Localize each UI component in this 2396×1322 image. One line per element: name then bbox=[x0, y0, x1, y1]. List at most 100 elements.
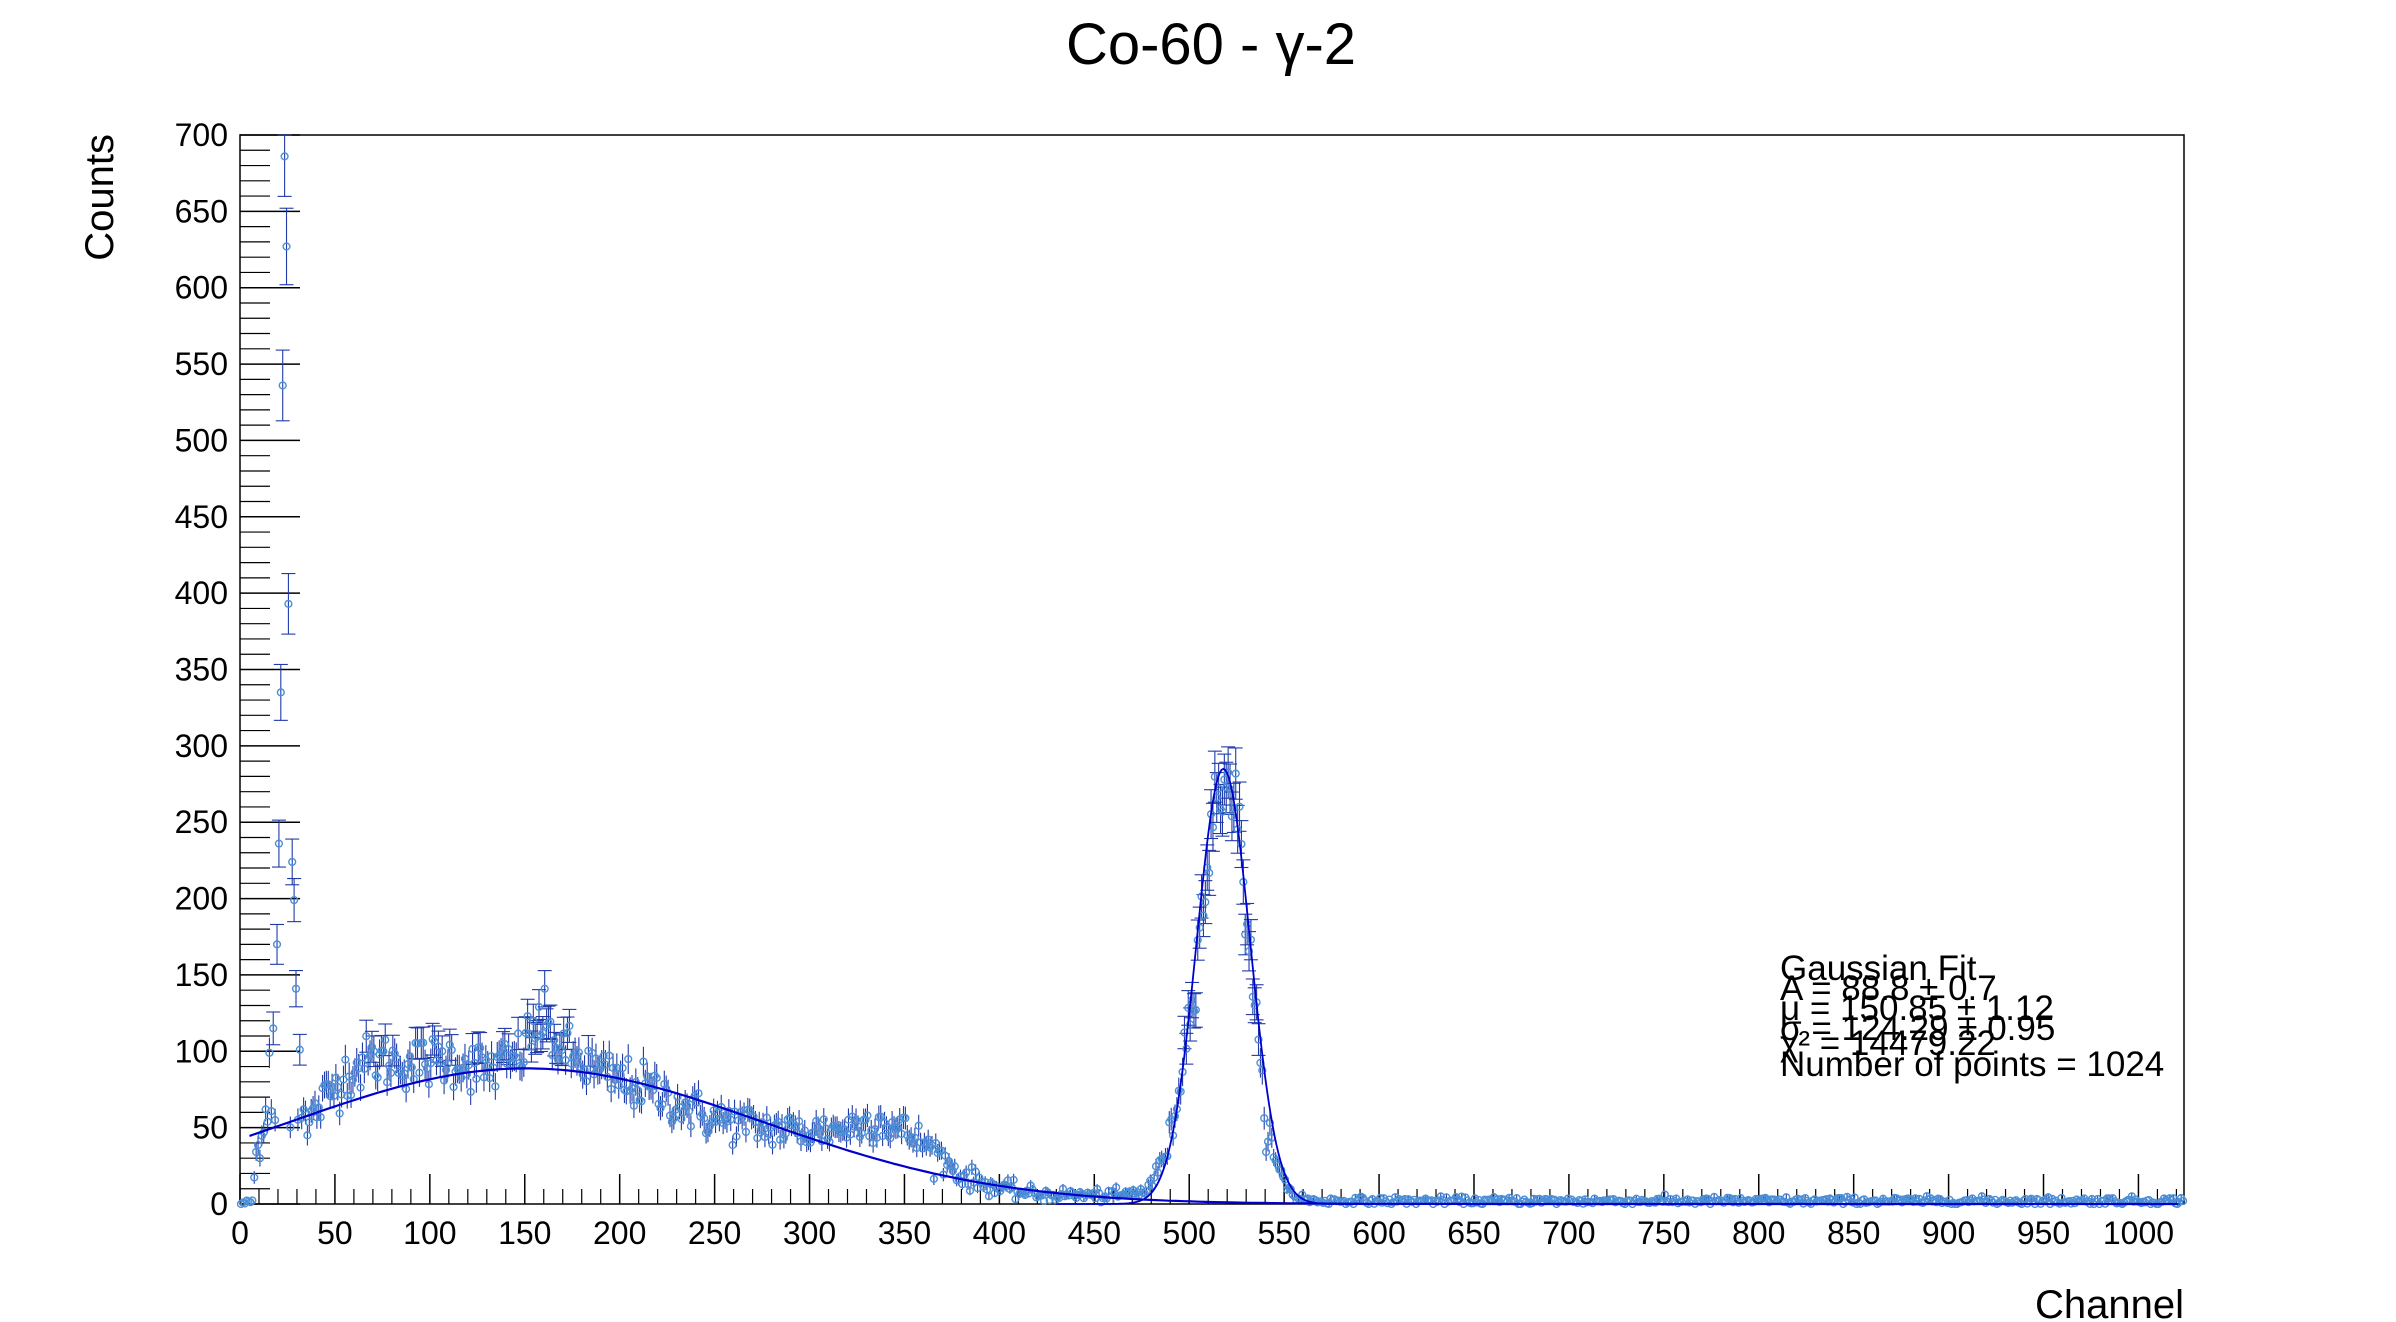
data-point bbox=[639, 1057, 648, 1066]
x-tick-label: 50 bbox=[317, 1215, 353, 1251]
data-point bbox=[570, 1048, 580, 1057]
data-point bbox=[329, 1091, 339, 1100]
x-tick-label: 1000 bbox=[2103, 1215, 2174, 1251]
data-point bbox=[487, 1052, 496, 1061]
data-point bbox=[2049, 1197, 2059, 1207]
data-point bbox=[362, 1032, 371, 1041]
data-point bbox=[1153, 1168, 1162, 1177]
data-point bbox=[1123, 1189, 1132, 1198]
data-point bbox=[1470, 1194, 1480, 1203]
data-point bbox=[800, 1126, 809, 1135]
data-point bbox=[925, 1143, 935, 1152]
data-point bbox=[912, 1143, 921, 1153]
data-point bbox=[265, 1048, 274, 1057]
data-point bbox=[1848, 1198, 1857, 1207]
x-tick-label: 350 bbox=[878, 1215, 931, 1251]
data-point bbox=[882, 1122, 891, 1132]
data-point bbox=[371, 1071, 380, 1080]
data-point bbox=[2165, 1194, 2174, 1203]
data-point bbox=[419, 1038, 428, 1047]
data-point bbox=[1155, 1156, 1164, 1165]
data-point bbox=[796, 1137, 806, 1146]
data-point bbox=[367, 1042, 377, 1051]
data-point bbox=[1149, 1173, 1159, 1182]
y-tick-label: 250 bbox=[175, 804, 228, 840]
y-tick-label: 650 bbox=[175, 193, 228, 229]
data-point bbox=[327, 1082, 337, 1092]
data-point bbox=[870, 1124, 880, 1134]
data-point bbox=[658, 1100, 667, 1109]
data-point bbox=[413, 1039, 422, 1048]
data-point bbox=[861, 1115, 870, 1124]
x-tick-label: 150 bbox=[498, 1215, 551, 1251]
data-point bbox=[1020, 1190, 1030, 1200]
data-point bbox=[253, 1140, 263, 1150]
data-point bbox=[519, 1058, 528, 1067]
data-point bbox=[263, 1117, 272, 1126]
data-point bbox=[341, 1055, 350, 1064]
data-point bbox=[485, 1074, 494, 1083]
data-point bbox=[346, 1090, 356, 1100]
data-point bbox=[1187, 996, 1197, 1005]
data-point bbox=[466, 1087, 475, 1096]
data-point bbox=[726, 1115, 735, 1124]
data-point bbox=[929, 1174, 938, 1183]
data-point bbox=[1191, 1005, 1200, 1015]
data-point bbox=[643, 1072, 652, 1081]
data-point bbox=[267, 1107, 276, 1116]
data-point bbox=[447, 1045, 456, 1055]
data-point bbox=[1892, 1194, 1901, 1203]
data-point bbox=[608, 1063, 618, 1072]
data-point bbox=[637, 1097, 646, 1106]
data-point bbox=[948, 1166, 957, 1176]
data-point bbox=[443, 1059, 452, 1068]
y-tick-label: 300 bbox=[175, 728, 228, 764]
data-point bbox=[694, 1089, 703, 1098]
data-point bbox=[236, 1199, 246, 1209]
data-point bbox=[700, 1114, 709, 1123]
data-point bbox=[1205, 868, 1214, 877]
data-point bbox=[686, 1122, 695, 1131]
y-tick-label: 50 bbox=[192, 1110, 228, 1146]
data-point bbox=[633, 1085, 642, 1095]
data-point bbox=[878, 1131, 887, 1141]
data-point bbox=[250, 1173, 259, 1182]
x-tick-label: 700 bbox=[1542, 1215, 1595, 1251]
data-point bbox=[462, 1070, 471, 1079]
data-point bbox=[468, 1044, 477, 1054]
data-point bbox=[783, 1115, 792, 1124]
data-point bbox=[364, 1056, 373, 1065]
x-tick-label: 400 bbox=[973, 1215, 1026, 1251]
data-point bbox=[472, 1074, 481, 1083]
data-point bbox=[1635, 1198, 1645, 1207]
fit-curves bbox=[249, 767, 2179, 1206]
x-tick-label: 550 bbox=[1257, 1215, 1310, 1251]
data-point bbox=[1026, 1181, 1035, 1190]
data-point bbox=[1244, 947, 1254, 956]
data-point bbox=[527, 1042, 536, 1051]
fit-annotation-line: Number of points = 1024 bbox=[1780, 1045, 2164, 1084]
y-tick-label: 150 bbox=[175, 957, 228, 993]
data-point bbox=[597, 1060, 606, 1069]
data-point bbox=[884, 1131, 893, 1141]
data-point bbox=[386, 1068, 396, 1077]
data-point bbox=[669, 1114, 678, 1123]
data-point bbox=[607, 1084, 616, 1094]
data-point bbox=[711, 1117, 720, 1126]
x-tick-label: 0 bbox=[231, 1215, 249, 1251]
data-point bbox=[973, 1184, 982, 1193]
data-point bbox=[1096, 1198, 1106, 1207]
data-point bbox=[863, 1111, 872, 1120]
data-point bbox=[1265, 1118, 1275, 1128]
data-point bbox=[415, 1068, 424, 1077]
data-point bbox=[1218, 807, 1227, 816]
y-tick-label: 100 bbox=[175, 1033, 228, 1069]
data-point bbox=[753, 1134, 762, 1143]
data-point bbox=[1003, 1176, 1013, 1185]
data-point bbox=[407, 1063, 416, 1072]
data-point bbox=[914, 1121, 923, 1130]
data-point bbox=[895, 1115, 904, 1124]
data-point bbox=[1660, 1190, 1669, 1199]
data-point bbox=[373, 1073, 382, 1082]
data-point bbox=[383, 1078, 392, 1087]
